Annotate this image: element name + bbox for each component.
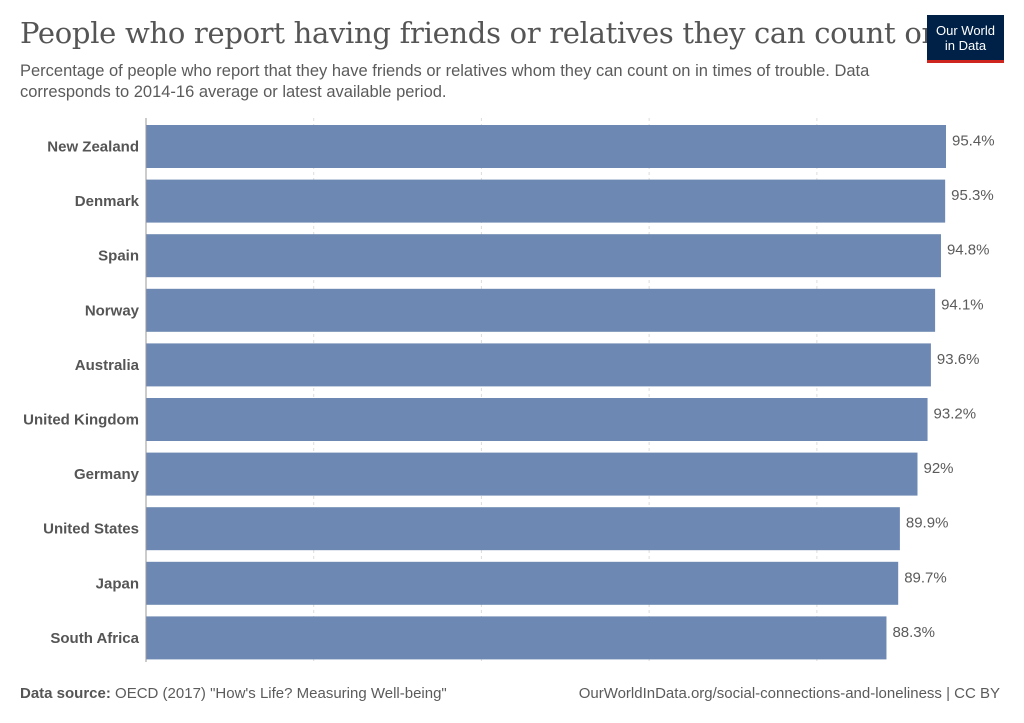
category-label: South Africa <box>50 630 139 647</box>
chart-title: People who report having friends or rela… <box>20 16 940 50</box>
bar <box>146 507 900 551</box>
bar <box>146 452 918 496</box>
category-labels: New Zealand Denmark Spain Norway Australia Un… <box>23 139 139 647</box>
our-world-in-data-logo[interactable]: Our World in Data <box>927 15 1004 63</box>
category-label: Japan <box>96 575 139 592</box>
bar <box>146 125 946 168</box>
value-label: 94.8% <box>947 242 990 259</box>
category-label: United States <box>43 521 139 538</box>
bars <box>146 125 946 660</box>
category-label: Australia <box>75 357 140 374</box>
value-label: 88.3% <box>892 624 935 641</box>
value-label: 89.7% <box>904 569 947 586</box>
bar <box>146 561 899 605</box>
value-label: 89.9% <box>906 515 949 532</box>
category-label: Denmark <box>75 193 140 210</box>
logo-line-1: Our World <box>936 22 995 38</box>
category-label: United Kingdom <box>23 412 139 429</box>
value-label: 93.2% <box>934 406 977 423</box>
value-label: 94.1% <box>941 296 984 313</box>
category-label: Germany <box>74 466 140 483</box>
data-source-label: Data source: <box>20 685 111 702</box>
data-source: Data source: OECD (2017) "How's Life? Me… <box>20 685 447 702</box>
logo-line-2: in Data <box>944 37 987 53</box>
bar <box>146 234 941 278</box>
bar <box>146 288 936 332</box>
value-label: 95.4% <box>952 133 995 150</box>
value-label: 93.6% <box>937 351 980 368</box>
category-label: Norway <box>85 302 140 319</box>
data-source-text[interactable]: OECD (2017) "How's Life? Measuring Well-… <box>115 685 447 702</box>
value-label: 92% <box>923 460 953 477</box>
chart-subtitle: Percentage of people who report that the… <box>20 62 870 101</box>
source-url[interactable]: OurWorldInData.org/social-connections-an… <box>578 685 1000 702</box>
bar <box>146 179 946 223</box>
bar <box>146 343 931 387</box>
category-label: Spain <box>98 248 139 265</box>
value-labels: 95.4% 95.3% 94.8% 94.1% 93.6% 93.2% 92% 89.9% 89… <box>892 133 994 641</box>
bar <box>146 398 928 441</box>
value-label: 95.3% <box>951 187 994 204</box>
bar <box>146 616 887 660</box>
category-label: New Zealand <box>47 139 139 156</box>
